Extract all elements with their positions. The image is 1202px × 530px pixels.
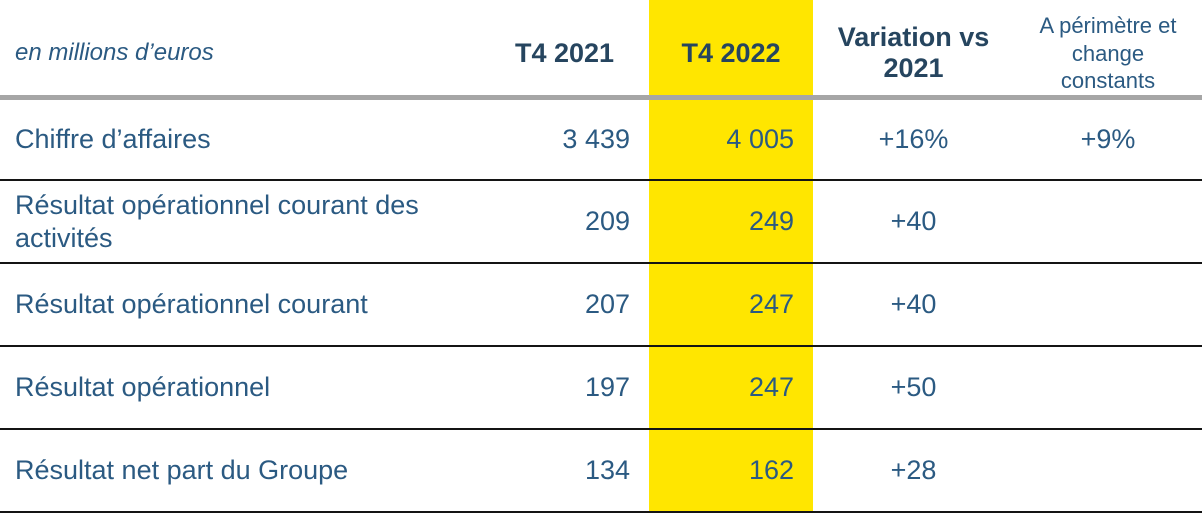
t4-2022-value: 162 <box>649 429 813 513</box>
table-row-revenue: Chiffre d’affaires 3 439 4 005 +16% +9% <box>0 97 1202 181</box>
variation-value: +40 <box>813 263 1014 347</box>
t4-2022-value: 4 005 <box>649 97 813 181</box>
variation-value: +16% <box>813 97 1014 181</box>
table-row-net-result-group-share: Résultat net part du Groupe 134 162 +28 <box>0 429 1202 513</box>
constant-scope-value <box>1014 263 1202 347</box>
column-header-t4-2022: T4 2022 <box>649 0 813 100</box>
constant-scope-value <box>1014 429 1202 513</box>
column-header-constant-scope-label: A périmètre et change constants <box>1039 13 1177 93</box>
table-row-operating-result: Résultat opérationnel 197 247 +50 <box>0 346 1202 430</box>
row-label: Résultat opérationnel courant <box>0 263 480 347</box>
header-row: en millions d’euros T4 2021 T4 2022 Vari… <box>0 0 1202 100</box>
variation-value: +50 <box>813 346 1014 430</box>
constant-scope-value <box>1014 346 1202 430</box>
constant-scope-value: +9% <box>1014 97 1202 181</box>
column-header-constant-scope: A périmètre et change constants <box>1014 0 1202 100</box>
variation-value: +28 <box>813 429 1014 513</box>
t4-2022-value: 247 <box>649 263 813 347</box>
t4-2021-value: 207 <box>480 263 649 347</box>
t4-2022-value: 249 <box>649 180 813 264</box>
financial-results-table: en millions d’euros T4 2021 T4 2022 Vari… <box>0 0 1202 513</box>
row-label: Chiffre d’affaires <box>0 97 480 181</box>
table-row-recurring-operating-result: Résultat opérationnel courant 207 247 +4… <box>0 263 1202 347</box>
t4-2021-value: 197 <box>480 346 649 430</box>
t4-2021-value: 3 439 <box>480 97 649 181</box>
column-header-t4-2021: T4 2021 <box>480 0 649 100</box>
row-label: Résultat opérationnel courant des activi… <box>0 180 480 264</box>
column-header-variation-label: Variation vs 2021 <box>837 22 990 84</box>
row-label: Résultat opérationnel <box>0 346 480 430</box>
variation-value: +40 <box>813 180 1014 264</box>
constant-scope-value <box>1014 180 1202 264</box>
table-body: Chiffre d’affaires 3 439 4 005 +16% +9% … <box>0 97 1202 513</box>
row-label: Résultat net part du Groupe <box>0 429 480 513</box>
table-header: en millions d’euros T4 2021 T4 2022 Vari… <box>0 0 1202 100</box>
table-row-recurring-operating-result-activities: Résultat opérationnel courant des activi… <box>0 180 1202 264</box>
t4-2021-value: 209 <box>480 180 649 264</box>
unit-label: en millions d’euros <box>0 0 480 100</box>
t4-2021-value: 134 <box>480 429 649 513</box>
t4-2022-value: 247 <box>649 346 813 430</box>
column-header-variation: Variation vs 2021 <box>813 0 1014 100</box>
